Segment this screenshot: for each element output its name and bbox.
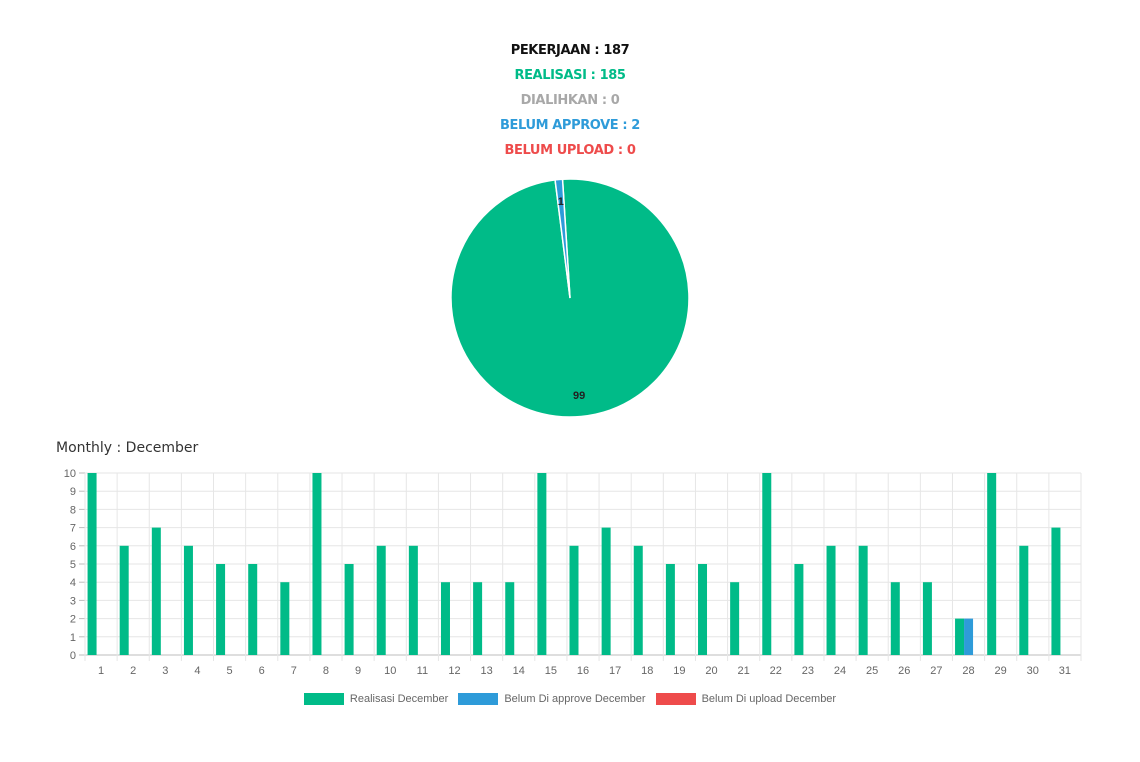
x-tick-label: 28 (962, 665, 974, 677)
y-tick-label: 7 (70, 523, 76, 535)
bar-day-8-series-1[interactable] (312, 473, 322, 655)
bar-day-29-series-1[interactable] (987, 473, 997, 655)
bar-day-16-series-1[interactable] (569, 545, 579, 655)
bar-chart-legend: Realisasi December Belum Di approve Decem… (0, 693, 1140, 705)
bar-day-6-series-1[interactable] (248, 564, 258, 655)
y-tick-label: 8 (70, 504, 76, 516)
x-tick-label: 2 (130, 665, 136, 677)
y-tick-label: 0 (70, 650, 76, 662)
bar-day-28-series-1[interactable] (955, 618, 965, 655)
bar-day-19-series-1[interactable] (665, 564, 675, 655)
pie-label-1: 1 (558, 196, 564, 208)
monthly-title: Monthly : December (56, 440, 199, 456)
bar-day-9-series-1[interactable] (344, 564, 354, 655)
x-tick-label: 25 (866, 665, 878, 677)
bar-day-26-series-1[interactable] (890, 582, 900, 655)
x-tick-label: 5 (227, 665, 233, 677)
x-tick-label: 26 (898, 665, 910, 677)
x-tick-label: 16 (577, 665, 589, 677)
bar-day-25-series-1[interactable] (858, 545, 868, 655)
x-tick-label: 24 (834, 665, 846, 677)
bar-day-3-series-1[interactable] (151, 527, 161, 655)
belum-approve-total: BELUM APPROVE : 2 (500, 118, 640, 133)
y-tick-label: 2 (70, 614, 76, 626)
legend-item[interactable]: Belum Di upload December (655, 693, 837, 705)
summary-stats: PEKERJAAN : 187 REALISASI : 185 DIALIHKA… (0, 40, 1140, 165)
x-tick-label: 1 (98, 665, 104, 677)
x-tick-label: 19 (673, 665, 685, 677)
belum-upload-total: BELUM UPLOAD : 0 (504, 143, 636, 158)
bar-day-20-series-1[interactable] (698, 564, 708, 655)
x-tick-label: 7 (291, 665, 297, 677)
x-tick-label: 8 (323, 665, 329, 677)
x-tick-label: 14 (513, 665, 525, 677)
legend-swatch (303, 693, 344, 705)
y-tick-label: 6 (70, 541, 76, 553)
legend-label: Realisasi December (349, 693, 449, 705)
y-tick-label: 3 (70, 595, 76, 607)
bar-day-7-series-1[interactable] (280, 582, 290, 655)
x-tick-label: 4 (194, 665, 200, 677)
bar-day-2-series-1[interactable] (119, 545, 129, 655)
bar-day-23-series-1[interactable] (794, 564, 804, 655)
legend-item[interactable]: Realisasi December (303, 693, 449, 705)
y-tick-label: 5 (70, 559, 76, 571)
pie-label-99: 99 (573, 390, 585, 402)
legend-swatch (655, 693, 696, 705)
y-tick-label: 10 (64, 468, 76, 480)
bar-day-17-series-1[interactable] (601, 527, 611, 655)
bar-day-14-series-1[interactable] (505, 582, 515, 655)
x-tick-label: 18 (641, 665, 653, 677)
x-tick-label: 15 (545, 665, 557, 677)
bar-day-10-series-1[interactable] (376, 545, 386, 655)
bar-day-4-series-1[interactable] (183, 545, 193, 655)
bar-day-21-series-1[interactable] (730, 582, 740, 655)
pie-slice-1[interactable] (554, 178, 571, 299)
x-tick-label: 31 (1059, 665, 1071, 677)
x-tick-label: 6 (259, 665, 265, 677)
bar-day-27-series-1[interactable] (922, 582, 932, 655)
bar-day-31-series-1[interactable] (1051, 527, 1061, 655)
bar-day-11-series-1[interactable] (408, 545, 418, 655)
x-tick-label: 20 (705, 665, 717, 677)
bar-day-24-series-1[interactable] (826, 545, 836, 655)
x-tick-label: 21 (738, 665, 750, 677)
bar-day-1-series-1[interactable] (87, 473, 97, 655)
x-tick-label: 3 (162, 665, 168, 677)
bar-day-22-series-1[interactable] (762, 473, 772, 655)
legend-item[interactable]: Belum Di approve December (458, 693, 646, 705)
y-tick-label: 9 (70, 486, 76, 498)
x-tick-label: 30 (1027, 665, 1039, 677)
x-tick-label: 13 (480, 665, 492, 677)
legend-label: Belum Di upload December (701, 693, 837, 705)
x-tick-label: 9 (355, 665, 361, 677)
legend-swatch (458, 693, 499, 705)
x-tick-label: 22 (770, 665, 782, 677)
y-tick-label: 4 (70, 577, 76, 589)
realisasi-total: REALISASI : 185 (514, 68, 626, 83)
x-tick-label: 17 (609, 665, 621, 677)
bar-day-15-series-1[interactable] (537, 473, 547, 655)
bar-day-5-series-1[interactable] (216, 564, 226, 655)
y-tick-label: 1 (70, 632, 76, 644)
bar-day-12-series-1[interactable] (440, 582, 450, 655)
x-tick-label: 27 (930, 665, 942, 677)
pie-chart[interactable]: 99 1 (440, 170, 700, 430)
x-tick-label: 10 (384, 665, 396, 677)
x-tick-label: 29 (995, 665, 1007, 677)
x-tick-label: 12 (448, 665, 460, 677)
bar-day-28-series-2[interactable] (964, 618, 974, 655)
x-tick-label: 11 (417, 665, 428, 677)
x-tick-label: 23 (802, 665, 814, 677)
legend-label: Belum Di approve December (504, 693, 646, 705)
bar-day-18-series-1[interactable] (633, 545, 643, 655)
pekerjaan-total: PEKERJAAN : 187 (510, 43, 630, 58)
bar-day-30-series-1[interactable] (1019, 545, 1029, 655)
dialihkan-total: DIALIHKAN : 0 (520, 93, 620, 108)
bar-day-13-series-1[interactable] (473, 582, 483, 655)
